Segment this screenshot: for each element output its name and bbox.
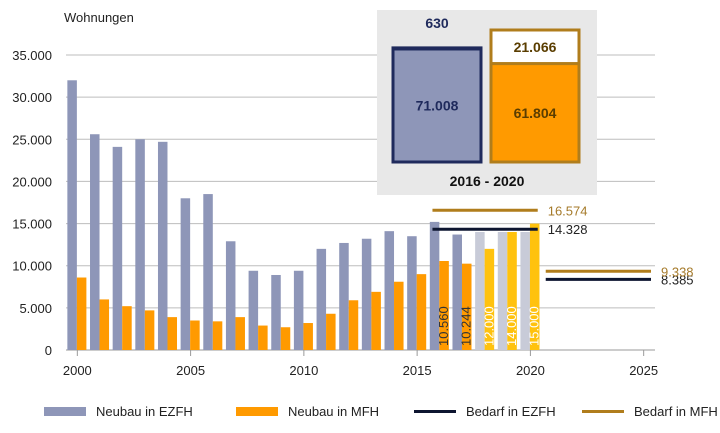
bedarf-value-label: 16.574 bbox=[548, 203, 588, 218]
bar-neubau-ezfh bbox=[520, 232, 530, 350]
y-tick-label: 0 bbox=[45, 343, 52, 358]
legend-swatch bbox=[44, 406, 86, 416]
bar-neubau-mfh bbox=[348, 300, 359, 350]
bar-value-label: 10.560 bbox=[436, 306, 451, 346]
bar-neubau-ezfh bbox=[475, 232, 485, 350]
bar-value-label: 12.000 bbox=[481, 306, 496, 346]
y-tick-label: 30.000 bbox=[12, 90, 52, 105]
legend: Neubau in EZFH Neubau in MFH Bedarf in EZF… bbox=[0, 400, 720, 422]
bar-value-label: 14.000 bbox=[504, 306, 519, 346]
inset-gap-mfh bbox=[489, 28, 581, 66]
inset-gap-label-mfh: 21.066 bbox=[514, 39, 557, 55]
inset-title: 2016 - 2020 bbox=[450, 173, 525, 189]
chart: 0 5.000 10.000 15.000 20.000 25.000 30.000 35.0… bbox=[12, 10, 694, 378]
bar-neubau-ezfh bbox=[225, 241, 236, 350]
bar-neubau-ezfh bbox=[293, 270, 304, 350]
y-tick-label: 10.000 bbox=[12, 259, 52, 274]
bar-value-label: 10.244 bbox=[459, 306, 474, 346]
bar-neubau-mfh bbox=[99, 299, 110, 350]
bar-neubau-ezfh bbox=[157, 141, 168, 350]
bedarf-value-label: 14.328 bbox=[548, 222, 588, 237]
x-tick-label: 2020 bbox=[516, 363, 545, 378]
bar-neubau-ezfh bbox=[67, 80, 77, 351]
x-tick-label: 2010 bbox=[289, 363, 318, 378]
bar-neubau-mfh bbox=[507, 232, 517, 350]
legend-item: Neubau in MFH bbox=[236, 400, 379, 422]
bar-labels: 10.560 10.244 12.000 14.000 15.000 bbox=[436, 306, 542, 346]
bar-neubau-ezfh bbox=[407, 236, 417, 350]
bar-neubau-ezfh bbox=[429, 221, 440, 350]
bar-neubau-mfh bbox=[371, 291, 381, 350]
bedarf-value-label: 9.338 bbox=[661, 264, 694, 279]
legend-item: Bedarf in MFH bbox=[582, 400, 718, 422]
bar-neubau-mfh bbox=[280, 327, 291, 350]
bar-neubau-mfh bbox=[212, 321, 223, 350]
bar-neubau-mfh bbox=[144, 310, 155, 350]
bar-neubau-ezfh bbox=[248, 270, 259, 350]
bar-neubau-mfh bbox=[167, 317, 178, 350]
y-tick-label: 20.000 bbox=[12, 174, 52, 189]
bedarf-value-label: 8.385 bbox=[661, 272, 694, 287]
bar-neubau-mfh bbox=[484, 248, 495, 350]
bar-neubau-ezfh bbox=[316, 248, 327, 350]
bar-neubau-mfh bbox=[326, 313, 336, 350]
legend-label: Bedarf in EZFH bbox=[466, 403, 556, 419]
bar-value-label: 15.000 bbox=[527, 306, 542, 346]
bar-neubau-ezfh bbox=[452, 234, 462, 350]
bar-neubau-mfh bbox=[461, 263, 472, 350]
x-tick-label: 2000 bbox=[63, 363, 92, 378]
y-tick-label: 15.000 bbox=[12, 217, 52, 232]
legend-swatch bbox=[582, 409, 624, 413]
bar-neubau-ezfh bbox=[180, 198, 191, 350]
inset-value-label-ezfh: 71.008 bbox=[416, 97, 459, 113]
bar-neubau-mfh bbox=[394, 281, 404, 350]
inset-gap-label-ezfh: 630 bbox=[425, 15, 449, 31]
y-axis-title: Wohnungen bbox=[64, 10, 134, 25]
bar-neubau-ezfh bbox=[497, 232, 508, 350]
bar-neubau-ezfh bbox=[361, 238, 372, 350]
legend-item: Bedarf in EZFH bbox=[414, 400, 556, 422]
inset-value-label-mfh: 61.804 bbox=[514, 105, 557, 121]
x-tick-label: 2025 bbox=[629, 363, 658, 378]
legend-label: Neubau in MFH bbox=[288, 403, 380, 419]
legend-item: Neubau in EZFH bbox=[44, 400, 193, 422]
y-axis-ticks: 0 5.000 10.000 15.000 20.000 25.000 30.000 35.0… bbox=[12, 48, 52, 358]
y-tick-label: 5.000 bbox=[19, 301, 52, 316]
inset-bar-ezfh bbox=[391, 47, 483, 164]
inset-panel: 630 71.008 21.066 61.804 2016 - 2020 bbox=[377, 10, 597, 195]
y-tick-label: 35.000 bbox=[12, 48, 52, 63]
bar-neubau-mfh bbox=[190, 320, 200, 350]
x-tick-label: 2015 bbox=[403, 363, 432, 378]
legend-label: Bedarf in MFH bbox=[634, 403, 718, 419]
bar-neubau-mfh bbox=[529, 223, 540, 350]
x-axis-ticks: 2000 2005 2010 2015 2020 2025 bbox=[63, 350, 658, 378]
bar-neubau-ezfh bbox=[112, 146, 123, 350]
bar-neubau-mfh bbox=[303, 323, 313, 350]
x-tick-label: 2005 bbox=[176, 363, 205, 378]
legend-label: Neubau in EZFH bbox=[96, 403, 193, 419]
bar-neubau-mfh bbox=[439, 260, 449, 350]
bar-neubau-ezfh bbox=[90, 134, 100, 350]
inset-gap-ezfh bbox=[391, 46, 483, 51]
y-tick-label: 25.000 bbox=[12, 132, 52, 147]
bar-neubau-mfh bbox=[76, 277, 87, 350]
legend-swatch bbox=[236, 406, 278, 416]
bar-neubau-ezfh bbox=[135, 139, 145, 350]
bar-neubau-ezfh bbox=[271, 274, 281, 350]
bar-neubau-mfh bbox=[235, 317, 245, 350]
bar-neubau-ezfh bbox=[203, 194, 213, 350]
bar-neubau-ezfh bbox=[339, 242, 349, 350]
bars bbox=[67, 80, 540, 351]
bar-neubau-mfh bbox=[122, 306, 132, 350]
legend-swatch bbox=[414, 409, 456, 413]
bar-neubau-ezfh bbox=[384, 231, 395, 350]
bar-neubau-mfh bbox=[416, 274, 427, 350]
bar-neubau-mfh bbox=[258, 325, 268, 350]
